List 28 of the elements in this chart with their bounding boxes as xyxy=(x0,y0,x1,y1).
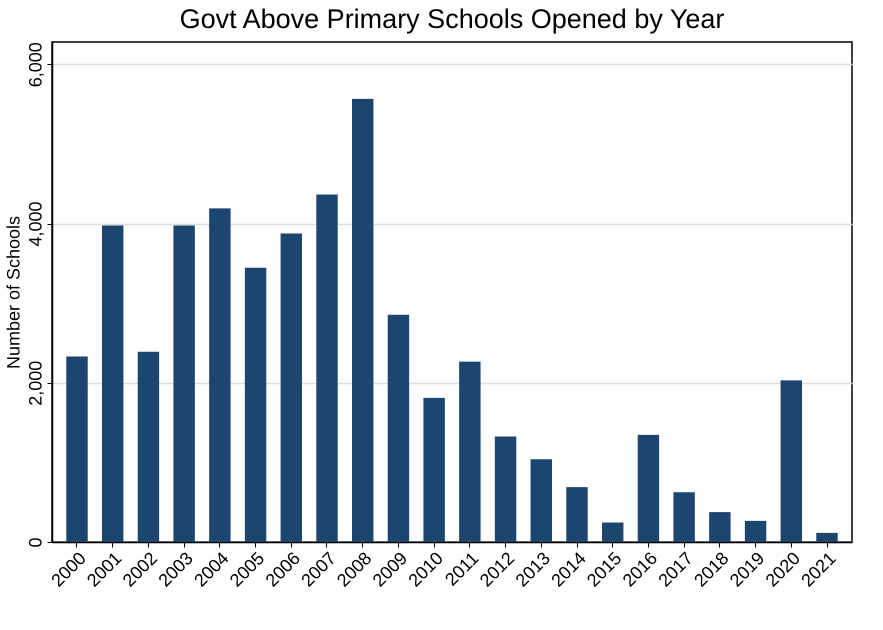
bar xyxy=(459,362,481,542)
bar xyxy=(566,487,588,542)
bar xyxy=(744,520,766,542)
bar xyxy=(209,208,231,542)
chart-title: Govt Above Primary Schools Opened by Year xyxy=(180,4,724,34)
bar xyxy=(352,98,374,542)
bar xyxy=(602,522,624,542)
y-axis-title: Number of Schools xyxy=(4,216,24,370)
bar xyxy=(244,268,266,542)
bar xyxy=(530,459,552,542)
bar xyxy=(316,194,338,542)
bar xyxy=(138,352,160,542)
bar xyxy=(673,492,695,542)
bar xyxy=(816,532,838,542)
bar xyxy=(638,434,660,542)
bar xyxy=(494,436,516,542)
bar xyxy=(388,314,410,542)
bar xyxy=(66,356,88,542)
bar xyxy=(102,226,124,542)
y-tick-label: 4,000 xyxy=(26,202,46,247)
y-tick-label: 6,000 xyxy=(26,42,46,88)
y-tick-label: 0 xyxy=(26,537,46,548)
y-tick-label: 2,000 xyxy=(26,360,46,406)
bar xyxy=(173,226,195,542)
bar xyxy=(780,380,802,542)
bar xyxy=(423,398,445,542)
bar xyxy=(280,233,302,542)
bar xyxy=(709,512,731,542)
